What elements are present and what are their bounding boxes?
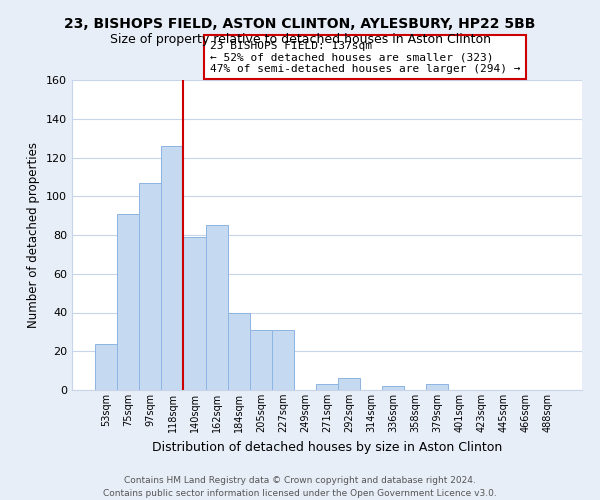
X-axis label: Distribution of detached houses by size in Aston Clinton: Distribution of detached houses by size … (152, 440, 502, 454)
Text: Contains public sector information licensed under the Open Government Licence v3: Contains public sector information licen… (103, 489, 497, 498)
Bar (382, 386, 404, 390)
Text: 23 BISHOPS FIELD: 137sqm
← 52% of detached houses are smaller (323)
47% of semi-: 23 BISHOPS FIELD: 137sqm ← 52% of detach… (210, 40, 520, 74)
Bar (250, 330, 272, 390)
Bar (117, 214, 139, 390)
Text: Contains HM Land Registry data © Crown copyright and database right 2024.: Contains HM Land Registry data © Crown c… (124, 476, 476, 485)
Bar (272, 330, 294, 390)
Bar (427, 384, 448, 390)
Y-axis label: Number of detached properties: Number of detached properties (28, 142, 40, 328)
Bar (316, 384, 338, 390)
Bar (227, 312, 250, 390)
Bar (184, 237, 206, 390)
Text: 23, BISHOPS FIELD, ASTON CLINTON, AYLESBURY, HP22 5BB: 23, BISHOPS FIELD, ASTON CLINTON, AYLESB… (64, 18, 536, 32)
Bar (206, 226, 227, 390)
Bar (95, 344, 117, 390)
Bar (161, 146, 184, 390)
Bar (139, 182, 161, 390)
Bar (338, 378, 360, 390)
Text: Size of property relative to detached houses in Aston Clinton: Size of property relative to detached ho… (110, 32, 491, 46)
